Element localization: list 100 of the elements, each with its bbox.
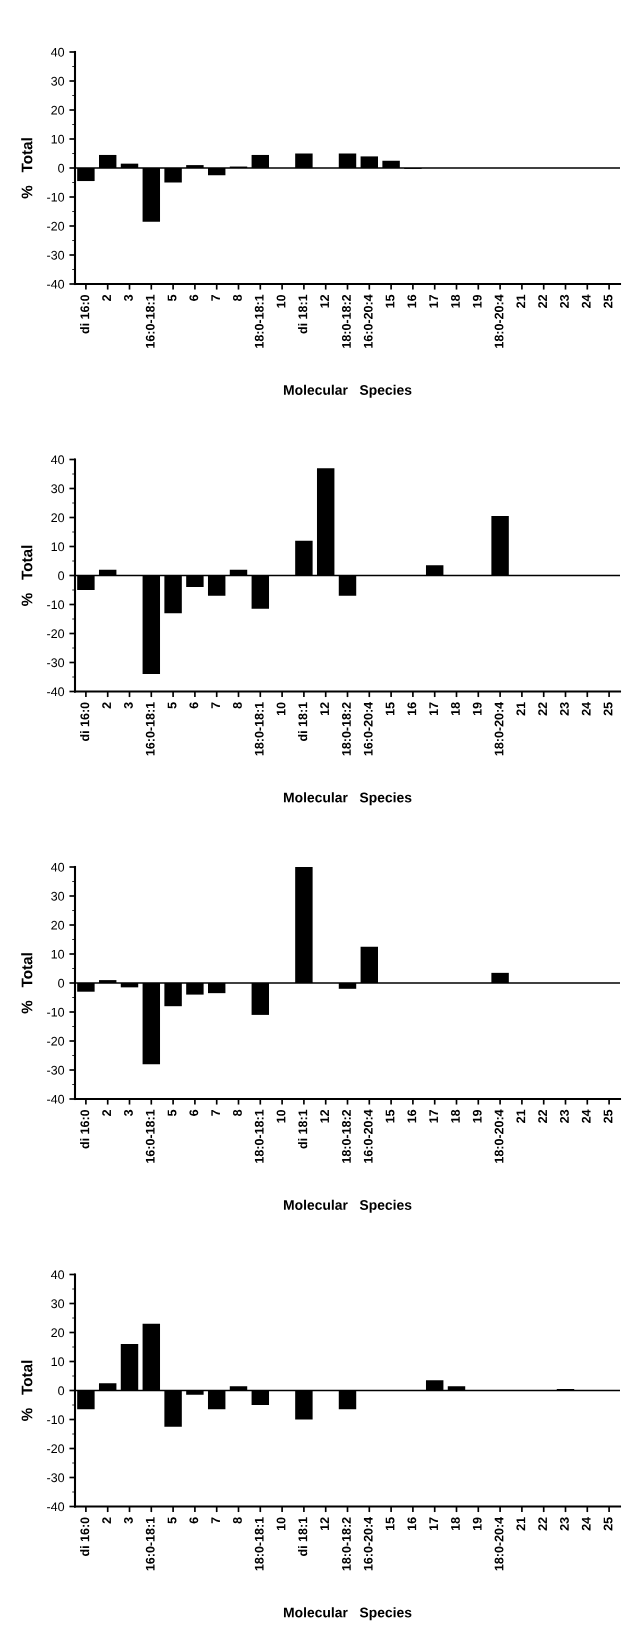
x-tick-label: 17 [429, 1109, 438, 1123]
y-tick-label: 40 [50, 455, 65, 465]
x-tick-label: 22 [538, 702, 547, 716]
x-tick-label: 3 [124, 294, 133, 302]
x-tick-label: 6 [189, 294, 199, 301]
y-tick-label: 40 [50, 862, 65, 872]
x-tick-label: 19 [472, 702, 482, 716]
x-tick-label: 3 [124, 702, 133, 709]
y-tick-label: -10 [47, 1415, 65, 1425]
y-tick-label: 0 [58, 571, 65, 581]
x-tick-label: 7 [211, 702, 220, 709]
x-tick-label: 24 [581, 1109, 591, 1123]
y-tick-label: -10 [47, 1007, 65, 1017]
y-axis-title: % Total [21, 1360, 33, 1421]
x-tick-label: 10 [276, 702, 286, 716]
y-tick-label: -40 [47, 279, 65, 289]
y-tick-label: 30 [51, 484, 65, 494]
x-tick-label: 17 [429, 294, 438, 308]
x-tick-label: 16 [407, 702, 417, 716]
x-tick-label: 23 [560, 1109, 569, 1123]
x-tick-label: 5 [167, 1109, 177, 1116]
x-tick-label: 19 [472, 294, 482, 308]
x-tick-label: 2 [102, 1109, 111, 1116]
x-tick-label: 16:0-18:1 [145, 1517, 155, 1571]
y-tick-label: 10 [51, 134, 65, 144]
x-tick-label: 18:0-20:4 [494, 1516, 504, 1571]
y-axis-title: % Total [21, 953, 33, 1014]
y-tick-label: 40 [50, 1270, 65, 1280]
x-tick-label: 16 [407, 1109, 417, 1123]
x-tick-label: di 16:0 [80, 702, 90, 741]
x-tick-label: 12 [320, 702, 329, 716]
y-tick-label: 30 [51, 76, 65, 86]
x-tick-label: 19 [472, 1517, 482, 1531]
x-tick-label: 22 [538, 294, 547, 308]
y-tick-label: 0 [58, 978, 65, 988]
x-tick-label: 18:0-18:1 [254, 1109, 264, 1163]
x-tick-label: 21 [516, 1109, 526, 1123]
y-tick-label: 0 [58, 163, 65, 173]
y-tick-label: -40 [47, 1502, 65, 1512]
x-tick-label: 7 [211, 294, 220, 301]
x-tick-label: di 16:0 [80, 1109, 90, 1149]
y-tick-label: -30 [47, 250, 65, 260]
x-tick-label: 21 [516, 294, 526, 308]
x-tick-label: 7 [211, 1517, 220, 1524]
x-tick-label: 18 [451, 1109, 460, 1123]
x-tick-label: 25 [603, 294, 613, 308]
x-tick-label: 12 [320, 294, 329, 308]
x-tick-label: 3 [124, 1517, 133, 1524]
x-tick-label: di 18:1 [298, 294, 308, 334]
x-tick-label: 8 [233, 1517, 242, 1524]
y-tick-label: 30 [51, 891, 65, 901]
y-tick-label: 10 [51, 1357, 65, 1367]
x-tick-label: 21 [516, 702, 526, 716]
y-tick-label: 20 [51, 1328, 65, 1338]
x-tick-label: 15 [385, 1517, 395, 1531]
y-tick-label: -20 [47, 629, 65, 639]
x-tick-label: 16:0-18:1 [145, 1109, 155, 1163]
x-tick-label: 6 [189, 1109, 199, 1116]
y-tick-label: -10 [47, 192, 65, 202]
x-tick-label: 21 [516, 1517, 526, 1531]
x-tick-label: 18 [451, 702, 460, 716]
x-tick-label: 16:0-20:4 [363, 294, 373, 348]
x-tick-label: 23 [560, 702, 569, 716]
x-axis-title: Molecular Species [283, 792, 412, 806]
x-tick-label: 24 [581, 294, 591, 308]
y-tick-label: -30 [47, 1065, 65, 1075]
x-tick-label: 16 [407, 294, 417, 308]
x-tick-label: 16:0-18:1 [145, 702, 155, 756]
x-tick-label: 15 [385, 702, 395, 716]
x-tick-label: 10 [276, 1517, 286, 1531]
x-tick-label: 6 [189, 1517, 199, 1524]
y-tick-label: 40 [50, 47, 65, 57]
x-tick-label: 5 [167, 294, 177, 301]
x-tick-label: 17 [429, 702, 438, 716]
x-tick-label: 16:0-20:4 [363, 701, 373, 756]
y-tick-label: -40 [47, 687, 65, 697]
x-tick-label: 18:0-20:4 [494, 294, 504, 348]
x-tick-label: 18:0-18:2 [342, 1109, 351, 1163]
y-tick-label: -20 [47, 221, 65, 231]
x-tick-label: 22 [538, 1109, 547, 1123]
x-tick-label: 16:0-20:4 [363, 1516, 373, 1571]
x-axis-title: Molecular Species [283, 1199, 412, 1213]
x-axis-title: Molecular Species [283, 384, 412, 398]
x-tick-label: 8 [233, 294, 242, 301]
y-tick-label: 10 [51, 542, 65, 552]
x-tick-label: 3 [124, 1109, 133, 1117]
x-tick-label: 2 [102, 1517, 111, 1524]
x-tick-label: 15 [385, 1109, 395, 1123]
x-tick-label: 17 [429, 1517, 438, 1531]
y-tick-label: 20 [51, 105, 65, 115]
x-tick-label: 12 [320, 1109, 329, 1123]
y-axis-title: % Total [21, 138, 33, 199]
x-tick-label: 18 [451, 294, 460, 308]
x-tick-label: 22 [538, 1517, 547, 1531]
x-tick-label: 18 [451, 1517, 460, 1531]
y-tick-label: 20 [51, 513, 65, 523]
x-tick-label: 18:0-18:2 [342, 702, 351, 756]
x-tick-label: 18:0-18:1 [254, 1517, 264, 1571]
x-tick-label: 25 [603, 702, 613, 716]
x-tick-label: 12 [320, 1517, 329, 1531]
